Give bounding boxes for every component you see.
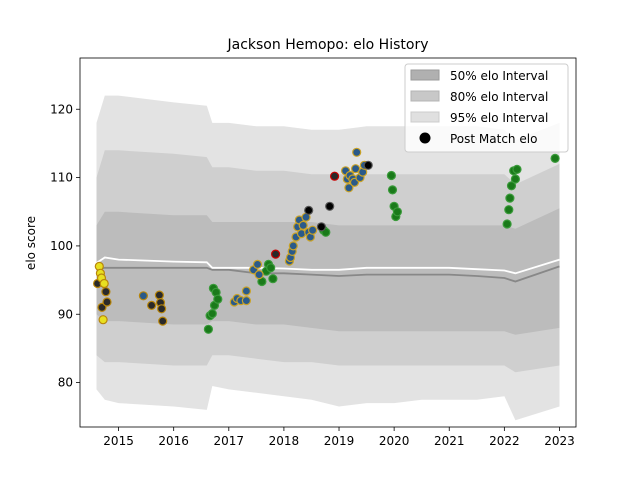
- data-point-s4-2: [325, 201, 335, 211]
- data-point-s5-7: [505, 193, 515, 203]
- x-tick-label-2016: 2016: [158, 434, 189, 448]
- data-point-s5-1: [387, 185, 398, 195]
- data-point-s2-27: [351, 164, 361, 174]
- x-tick-label-2018: 2018: [269, 434, 300, 448]
- data-point-s0-5: [98, 315, 108, 325]
- data-point-s0-9: [138, 291, 148, 301]
- data-point-s5-10: [510, 174, 521, 184]
- data-point-s5-11: [512, 164, 522, 174]
- data-point-s3-0: [271, 249, 281, 259]
- chart-title: Jackson Hemopo: elo History: [227, 37, 429, 53]
- data-point-s2-23: [344, 183, 354, 193]
- data-point-s4-0: [304, 205, 314, 215]
- x-tick-label-2015: 2015: [103, 434, 134, 448]
- band-50-interval: [96, 208, 560, 335]
- axis-ticks: 2015 2016 2017 2018 2019 2020 2021 2022 2023 80 90…: [50, 102, 575, 448]
- legend-marker-post-match: [419, 132, 431, 144]
- y-axis-label: elo score: [24, 216, 38, 270]
- data-point-s5-6: [504, 205, 514, 215]
- y-tick-label-120: 120: [50, 102, 73, 116]
- y-tick-label-110: 110: [50, 171, 73, 185]
- data-point-s0-13: [157, 304, 167, 314]
- data-point-s1-0: [203, 324, 213, 334]
- plot-area: [92, 95, 560, 421]
- data-point-s3-1: [330, 171, 340, 181]
- data-point-s2-28: [352, 147, 362, 157]
- x-tick-label-2023: 2023: [544, 434, 575, 448]
- data-point-s1-6: [213, 294, 223, 304]
- data-point-s0-14: [158, 316, 168, 326]
- data-point-s0-11: [154, 290, 164, 300]
- legend-swatch-80: [410, 90, 440, 102]
- data-point-s2-4: [241, 296, 251, 306]
- data-point-s5-8: [506, 181, 517, 191]
- axes-frame: [79, 57, 577, 428]
- legend-label-80: 80% elo Interval: [450, 90, 548, 104]
- data-point-s5-5: [502, 219, 512, 229]
- y-tick-label-90: 90: [58, 307, 73, 321]
- data-point-s0-7: [101, 287, 111, 297]
- data-point-s0-8: [102, 297, 112, 307]
- data-point-s5-12: [550, 153, 560, 163]
- data-point-s2-6: [252, 259, 263, 269]
- x-tick-label-2017: 2017: [214, 434, 245, 448]
- data-point-s5-4: [392, 207, 402, 217]
- data-point-s2-16: [298, 220, 308, 230]
- legend-swatch-50: [410, 69, 440, 81]
- data-point-s1-2: [207, 309, 217, 319]
- y-tick-label-80: 80: [58, 376, 73, 390]
- legend-label-50: 50% elo Interval: [450, 69, 548, 83]
- data-point-s0-10: [147, 300, 157, 310]
- data-point-s2-7: [254, 270, 264, 280]
- data-point-s5-0: [386, 170, 396, 181]
- data-point-s2-3: [241, 286, 251, 296]
- data-point-s1-11: [268, 274, 278, 284]
- data-point-s1-10: [266, 263, 276, 273]
- x-tick-label-2022: 2022: [489, 434, 520, 448]
- mean-line: [96, 256, 560, 275]
- data-point-s4-3: [363, 160, 373, 170]
- y-tick-label-100: 100: [50, 239, 73, 253]
- legend: 50% elo Interval 80% elo Interval 95% el…: [404, 63, 569, 153]
- data-point-s2-11: [288, 241, 298, 251]
- legend-label-post-match: Post Match elo: [450, 132, 537, 146]
- median-line: [96, 265, 560, 283]
- data-point-s4-1: [316, 222, 326, 232]
- x-tick-label-2019: 2019: [324, 434, 355, 448]
- x-tick-label-2021: 2021: [434, 434, 465, 448]
- x-tick-label-2020: 2020: [379, 434, 410, 448]
- legend-label-95: 95% elo Interval: [450, 111, 548, 125]
- legend-swatch-95: [410, 111, 440, 123]
- data-point-s0-6: [99, 278, 109, 289]
- data-point-s2-20: [308, 225, 318, 235]
- legend-box: [404, 63, 569, 153]
